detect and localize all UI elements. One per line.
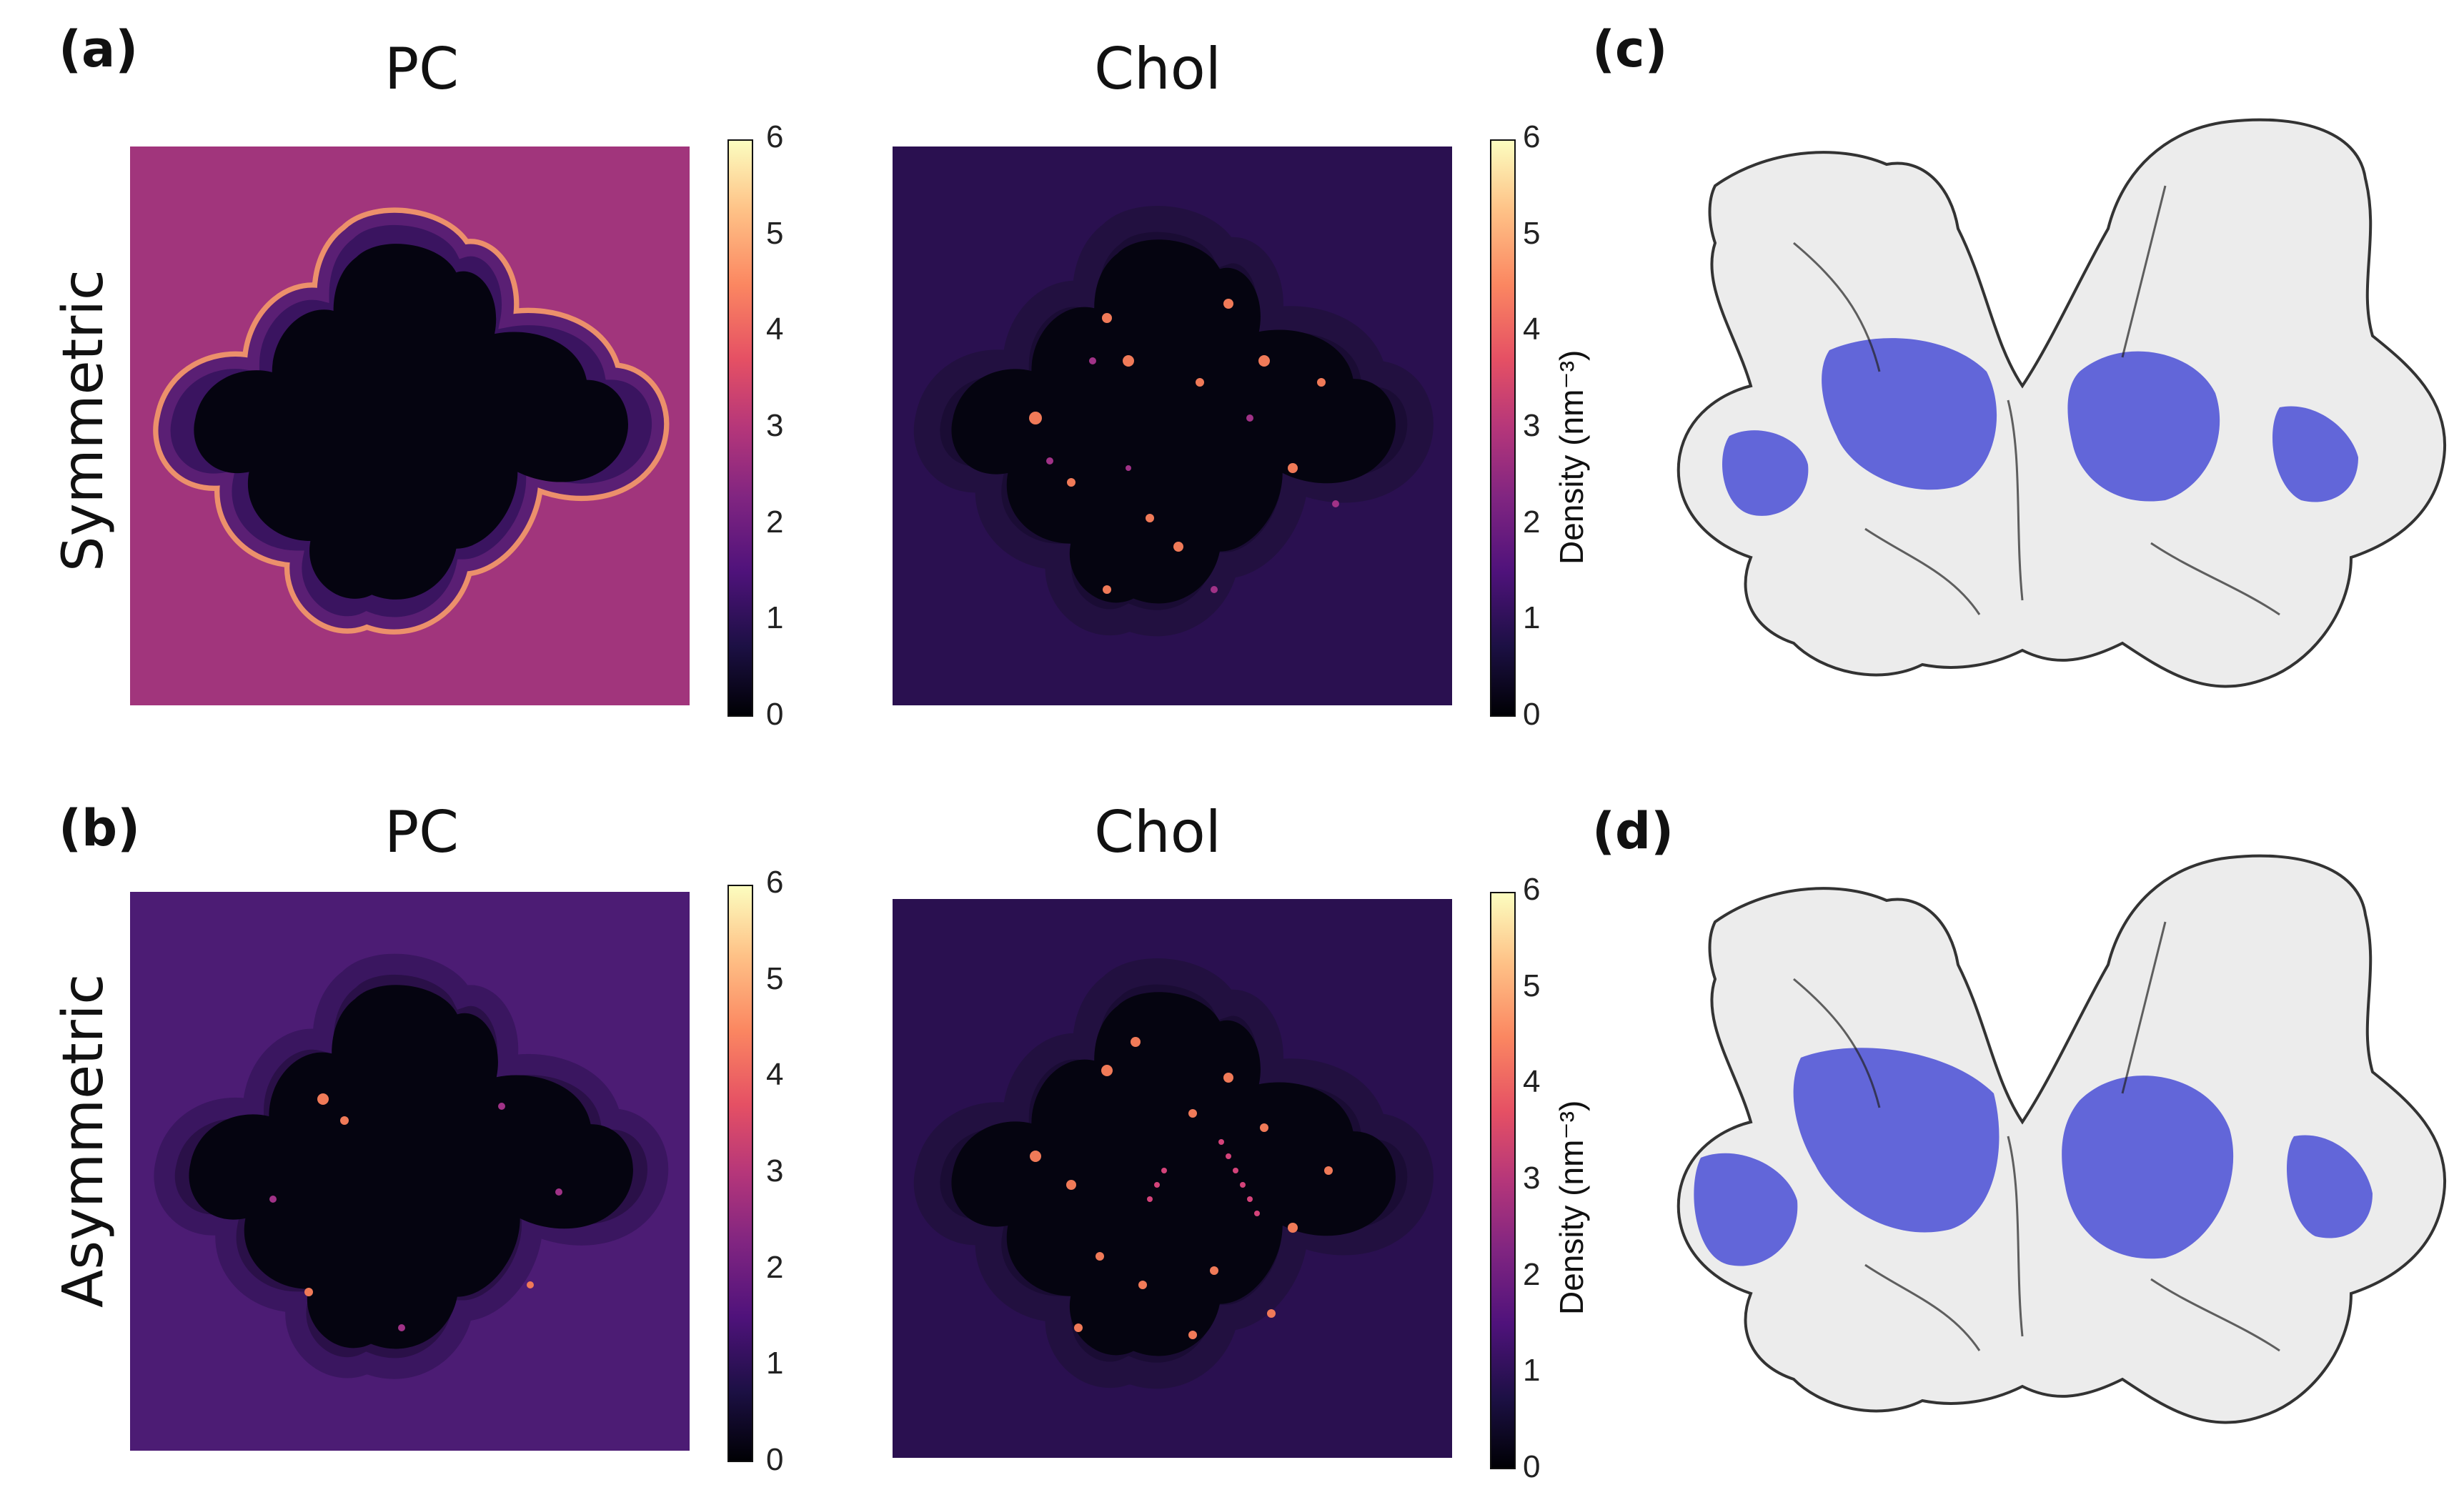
- colorbar-label-top: Density (nm⁻³): [1553, 349, 1590, 565]
- panel-label-d: (d): [1592, 802, 1674, 860]
- colorbar-ticks-asym-pc: 6 5 4 3 2 1 0: [753, 865, 810, 1477]
- tick-label: 1: [766, 1346, 784, 1381]
- heatmap-asymmetric-chol: [893, 899, 1452, 1458]
- tick-label: 4: [1523, 312, 1541, 347]
- tick-label: 0: [1523, 697, 1541, 732]
- colorbar-asym-chol: [1490, 892, 1516, 1469]
- tick-label: 6: [766, 119, 784, 154]
- panel-label-a: (a): [59, 20, 139, 79]
- tick-label: 2: [766, 1250, 784, 1285]
- tick-label: 4: [766, 1057, 784, 1092]
- tick-label: 2: [1523, 505, 1541, 540]
- protein-surface-symmetric: [1651, 100, 2458, 758]
- heatmap-symmetric-pc: [130, 146, 690, 705]
- protein-surface-asymmetric: [1636, 843, 2458, 1486]
- colorbar-sym-pc: [727, 139, 753, 717]
- title-chol-top: Chol: [1094, 36, 1221, 102]
- tick-label: 5: [1523, 216, 1541, 251]
- colorbar-ticks-asym-chol: 6 5 4 3 2 1 0: [1516, 872, 1573, 1484]
- tick-label: 5: [1523, 968, 1541, 1003]
- colorbar-asym-pc: [727, 885, 753, 1462]
- colorbar-label-bottom: Density (nm⁻³): [1553, 1100, 1590, 1315]
- tick-label: 6: [1523, 119, 1541, 154]
- tick-label: 3: [1523, 1161, 1541, 1196]
- tick-label: 0: [766, 1442, 784, 1477]
- row-label-symmetric: Symmetric: [51, 269, 116, 572]
- tick-label: 1: [766, 600, 784, 635]
- panel-label-b: (b): [59, 799, 141, 858]
- title-pc-bottom: PC: [384, 799, 459, 865]
- colorbar-ticks-sym-pc: 6 5 4 3 2 1 0: [753, 119, 810, 732]
- title-chol-bottom: Chol: [1094, 799, 1221, 865]
- heatmap-asymmetric-pc: [130, 892, 690, 1451]
- tick-label: 3: [1523, 408, 1541, 443]
- tick-label: 6: [1523, 872, 1541, 907]
- tick-label: 4: [1523, 1064, 1541, 1099]
- title-pc-top: PC: [384, 36, 459, 102]
- heatmap-symmetric-chol: [893, 146, 1452, 705]
- colorbar-sym-chol: [1490, 139, 1516, 717]
- tick-label: 2: [1523, 1257, 1541, 1292]
- tick-label: 3: [766, 1153, 784, 1188]
- tick-label: 6: [766, 865, 784, 900]
- tick-label: 1: [1523, 600, 1541, 635]
- panel-label-c: (c): [1592, 20, 1668, 79]
- colorbar-ticks-sym-chol: 6 5 4 3 2 1 0: [1516, 119, 1573, 732]
- tick-label: 2: [766, 505, 784, 540]
- tick-label: 0: [1523, 1449, 1541, 1484]
- tick-label: 5: [766, 216, 784, 251]
- tick-label: 0: [766, 697, 784, 732]
- row-label-asymmetric: Asymmetric: [51, 973, 116, 1308]
- tick-label: 3: [766, 408, 784, 443]
- tick-label: 4: [766, 312, 784, 347]
- tick-label: 1: [1523, 1353, 1541, 1388]
- tick-label: 5: [766, 961, 784, 996]
